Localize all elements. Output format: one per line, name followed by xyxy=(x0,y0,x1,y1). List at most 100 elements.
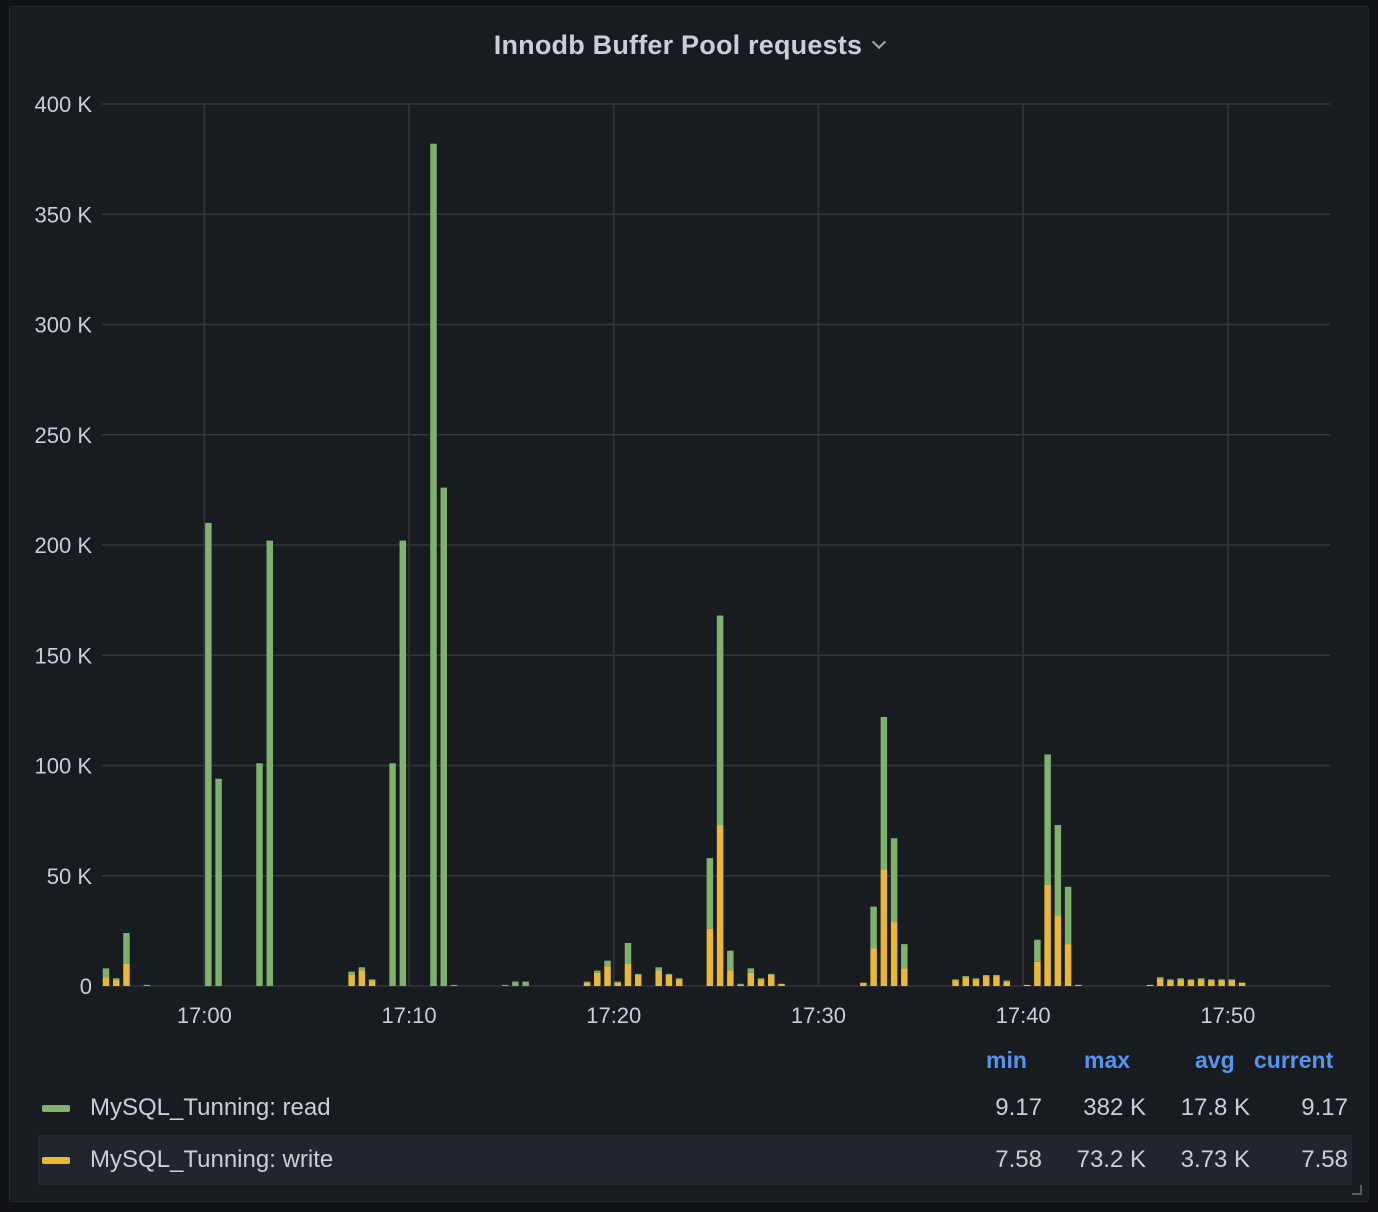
bar-read[interactable] xyxy=(675,978,683,980)
bar-write[interactable] xyxy=(1003,981,1010,986)
bar-read[interactable] xyxy=(747,968,755,973)
bar-read[interactable] xyxy=(890,838,898,923)
bar-write[interactable] xyxy=(952,980,959,986)
bar-read[interactable] xyxy=(880,716,888,870)
bar-read[interactable] xyxy=(634,973,642,975)
bar-write[interactable] xyxy=(348,974,355,986)
bar-write[interactable] xyxy=(982,976,990,986)
bar-read[interactable] xyxy=(583,981,591,983)
bar-read[interactable] xyxy=(706,858,714,929)
bar-write[interactable] xyxy=(706,928,714,986)
bar-read[interactable] xyxy=(972,978,980,980)
bar-read[interactable] xyxy=(1208,979,1215,981)
bar-read[interactable] xyxy=(727,950,734,971)
legend-label-read[interactable]: MySQL_Tunning: read xyxy=(90,1094,331,1121)
legend-label-write[interactable]: MySQL_Tunning: write xyxy=(90,1146,334,1173)
bar-read[interactable] xyxy=(205,522,212,986)
bar-write[interactable] xyxy=(890,922,898,986)
bar-read[interactable] xyxy=(614,981,622,983)
bar-write[interactable] xyxy=(604,966,611,986)
legend-row-read[interactable]: MySQL_Tunning: read 9.17 382 K 17.8 K 9.… xyxy=(38,1083,1352,1133)
bar-write[interactable] xyxy=(880,869,888,986)
bar-write[interactable] xyxy=(768,974,775,986)
bar-read[interactable] xyxy=(1034,939,1041,962)
bar-write[interactable] xyxy=(1228,980,1236,986)
bar-read[interactable] xyxy=(1177,978,1184,980)
bar-write[interactable] xyxy=(1146,984,1154,986)
bar-read[interactable] xyxy=(358,967,366,971)
bar-write[interactable] xyxy=(112,980,120,986)
bar-read[interactable] xyxy=(624,943,632,964)
bar-read[interactable] xyxy=(143,984,151,986)
bar-write[interactable] xyxy=(583,982,591,986)
bar-write[interactable] xyxy=(624,963,632,986)
bar-write[interactable] xyxy=(972,979,980,986)
legend-swatch-write[interactable] xyxy=(42,1156,70,1164)
bar-write[interactable] xyxy=(594,972,601,986)
bar-read[interactable] xyxy=(962,976,969,978)
bar-read[interactable] xyxy=(256,763,263,986)
bar-write[interactable] xyxy=(1187,980,1195,986)
legend-header-max[interactable]: max xyxy=(1084,1047,1131,1073)
bar-read[interactable] xyxy=(112,978,120,981)
panel-title[interactable]: Innodb Buffer Pool requests xyxy=(493,29,863,60)
bar-write[interactable] xyxy=(870,948,877,986)
bar-write[interactable] xyxy=(1218,980,1225,986)
legend-header-min[interactable]: min xyxy=(986,1047,1027,1073)
bar-read[interactable] xyxy=(757,978,765,980)
bar-write[interactable] xyxy=(1167,980,1174,986)
panel-header[interactable]: Innodb Buffer Pool requests xyxy=(10,25,1368,65)
bar-read[interactable] xyxy=(737,983,744,985)
legend-header-current[interactable]: current xyxy=(1254,1047,1334,1073)
bar-read[interactable] xyxy=(1156,977,1164,979)
bar-read[interactable] xyxy=(870,906,877,949)
bar-read[interactable] xyxy=(604,960,611,967)
bar-write[interactable] xyxy=(993,976,1000,986)
bar-read[interactable] xyxy=(430,143,437,986)
bar-read[interactable] xyxy=(1044,754,1051,885)
bar-read[interactable] xyxy=(1197,978,1205,980)
bar-read[interactable] xyxy=(901,944,908,969)
bar-read[interactable] xyxy=(399,540,407,986)
bar-write[interactable] xyxy=(1238,982,1246,986)
bar-read[interactable] xyxy=(982,974,990,977)
bar-write[interactable] xyxy=(1177,979,1184,986)
bar-write[interactable] xyxy=(1208,980,1215,986)
legend-row-write[interactable]: MySQL_Tunning: write 7.58 73.2 K 3.73 K … xyxy=(38,1135,1352,1185)
bar-write[interactable] xyxy=(962,977,969,986)
bar-write[interactable] xyxy=(634,974,642,986)
bar-write[interactable] xyxy=(778,983,785,986)
bar-read[interactable] xyxy=(522,981,529,986)
bar-read[interactable] xyxy=(123,933,130,964)
bar-read[interactable] xyxy=(368,979,376,981)
bar-read[interactable] xyxy=(440,487,448,986)
bar-read[interactable] xyxy=(501,984,509,986)
bar-read[interactable] xyxy=(768,973,775,975)
bar-write[interactable] xyxy=(1044,884,1051,986)
bar-write[interactable] xyxy=(757,979,765,986)
bar-write[interactable] xyxy=(102,977,110,986)
bar-write[interactable] xyxy=(1075,984,1082,986)
bar-read[interactable] xyxy=(102,968,110,978)
bar-read[interactable] xyxy=(1003,980,1010,982)
bar-write[interactable] xyxy=(675,979,683,986)
bar-read[interactable] xyxy=(716,615,724,826)
bar-write[interactable] xyxy=(860,982,867,986)
bar-read[interactable] xyxy=(348,971,355,975)
bar-write[interactable] xyxy=(665,974,673,986)
bar-write[interactable] xyxy=(1023,984,1031,986)
bar-write[interactable] xyxy=(1064,944,1072,986)
bar-read[interactable] xyxy=(1054,825,1062,916)
bar-read[interactable] xyxy=(389,763,396,986)
bar-read[interactable] xyxy=(594,970,601,973)
bar-write[interactable] xyxy=(1197,979,1205,986)
bar-read[interactable] xyxy=(1187,979,1195,981)
bar-read[interactable] xyxy=(952,979,959,981)
bar-read[interactable] xyxy=(665,973,673,975)
bar-write[interactable] xyxy=(614,982,622,986)
legend-swatch-read[interactable] xyxy=(42,1104,70,1112)
resize-handle-icon[interactable] xyxy=(1352,1185,1362,1195)
bar-write[interactable] xyxy=(123,963,130,986)
bar-read[interactable] xyxy=(993,974,1000,977)
bar-write[interactable] xyxy=(747,972,755,986)
